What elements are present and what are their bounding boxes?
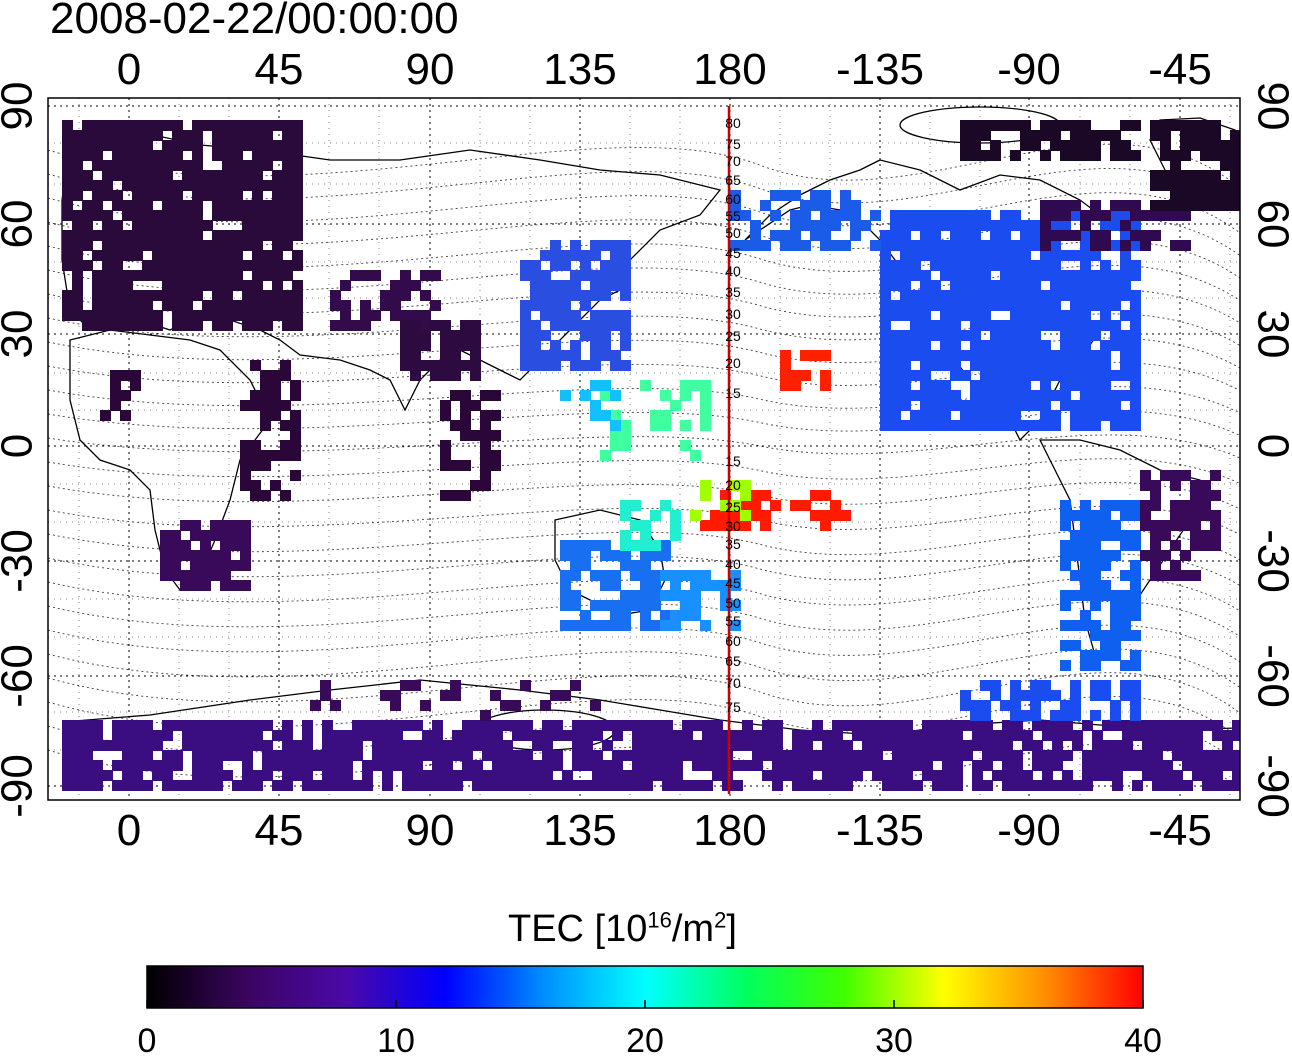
timestamp-title: 2008-02-22/00:00:00 xyxy=(50,0,459,43)
meridian-label: 40 xyxy=(725,263,741,279)
colorbar-title: TEC [1016/m2] xyxy=(508,907,737,950)
plot-frame xyxy=(47,97,1241,801)
tec-data-cells xyxy=(62,120,1240,791)
meridian-label: 60 xyxy=(725,191,741,207)
lon-tick-label-top: -45 xyxy=(1148,45,1212,94)
colorbar-tick-label: 10 xyxy=(377,1022,415,1057)
lon-axis-top: 0 45 90 135 180 -135 -90 -45 xyxy=(117,45,1212,94)
colorbar-tick-label: 40 xyxy=(1124,1022,1162,1057)
meridian-label: 20 xyxy=(725,355,741,371)
lon-tick-label-top: 0 xyxy=(117,45,141,94)
meridian-label: 45 xyxy=(725,245,741,261)
meridian-label: 25 xyxy=(725,328,741,344)
meridian-label: 35 xyxy=(725,284,741,300)
colorbar-ticks: 0 10 20 30 40 xyxy=(138,1000,1162,1057)
meridian-label: 65 xyxy=(725,172,741,188)
lon-tick-label-bottom: -45 xyxy=(1148,806,1212,855)
lat-tick-label-right: -90 xyxy=(1248,754,1292,818)
lat-tick-label-left: 0 xyxy=(0,434,42,458)
meridian-label: 75 xyxy=(725,136,741,152)
lat-tick-label-right: 90 xyxy=(1248,82,1292,131)
lon-tick-label-bottom: 180 xyxy=(693,806,766,855)
lon-tick-label-bottom: 0 xyxy=(117,806,141,855)
meridian-labels: 8075706560555045403530252015152025303540… xyxy=(725,115,741,715)
colorbar-tick-label: 20 xyxy=(626,1022,664,1057)
meridian-label: 70 xyxy=(725,675,741,691)
lon-tick-label-bottom: 45 xyxy=(255,806,304,855)
lon-tick-label-top: 135 xyxy=(543,45,616,94)
meridian-label: 60 xyxy=(725,633,741,649)
lon-tick-label-top: 180 xyxy=(693,45,766,94)
lon-tick-label-bottom: 135 xyxy=(543,806,616,855)
meridian-label: 45 xyxy=(725,575,741,591)
lon-tick-label-top: 90 xyxy=(406,45,455,94)
meridian-label: 15 xyxy=(725,385,741,401)
meridian-label: 55 xyxy=(725,613,741,629)
lon-axis-bottom: 0 45 90 135 180 -135 -90 -45 xyxy=(117,806,1212,855)
lat-tick-label-left: 90 xyxy=(0,82,42,131)
meridian-label: 40 xyxy=(725,556,741,572)
meridian-label: 50 xyxy=(725,595,741,611)
meridian-label: 20 xyxy=(725,477,741,493)
meridian-label: 50 xyxy=(725,225,741,241)
colorbar-tick-label: 0 xyxy=(138,1022,157,1057)
lat-tick-label-left: 60 xyxy=(0,200,42,249)
lat-tick-label-left: 30 xyxy=(0,310,42,359)
lat-tick-label-right: 0 xyxy=(1248,434,1292,458)
meridian-label: 30 xyxy=(725,306,741,322)
lat-tick-label-left: -30 xyxy=(0,529,42,593)
lon-tick-label-top: -135 xyxy=(836,45,924,94)
meridian-label: 35 xyxy=(725,536,741,552)
lat-axis-left: 90 60 30 0 -30 -60 -90 xyxy=(0,82,42,818)
meridian-label: 15 xyxy=(725,453,741,469)
lat-tick-label-left: -90 xyxy=(0,754,42,818)
lat-tick-label-right: -30 xyxy=(1248,529,1292,593)
colorbar-tick-label: 30 xyxy=(875,1022,913,1057)
lon-tick-label-top: 45 xyxy=(255,45,304,94)
meridian-label: 80 xyxy=(725,115,741,131)
lat-tick-label-left: -60 xyxy=(0,644,42,708)
continent-eurasia xyxy=(61,129,722,412)
meridian-label: 65 xyxy=(725,653,741,669)
lat-tick-label-right: 30 xyxy=(1248,310,1292,359)
lon-tick-label-bottom: 90 xyxy=(406,806,455,855)
meridian-label: 70 xyxy=(725,153,741,169)
meridian-label: 25 xyxy=(725,499,741,515)
lon-tick-label-bottom: -135 xyxy=(836,806,924,855)
lon-tick-label-top: -90 xyxy=(997,45,1061,94)
meridian-label: 55 xyxy=(725,208,741,224)
meridian-label: 75 xyxy=(725,699,741,715)
lat-axis-right: 90 60 30 0 -30 -60 -90 xyxy=(1248,82,1292,818)
lon-tick-label-bottom: -90 xyxy=(997,806,1061,855)
lat-tick-label-right: 60 xyxy=(1248,200,1292,249)
lat-tick-label-right: -60 xyxy=(1248,644,1292,708)
meridian-label: 30 xyxy=(725,518,741,534)
